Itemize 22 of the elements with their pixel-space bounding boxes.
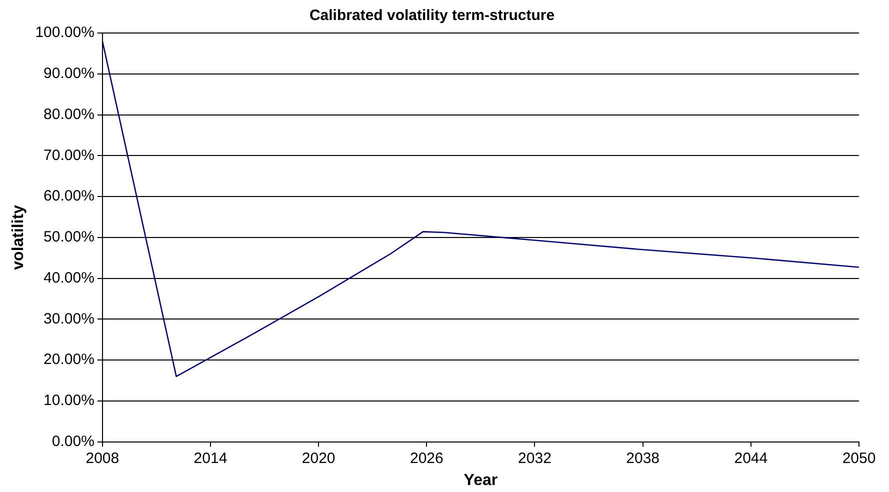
x-tick-label: 2014 [194,450,228,467]
y-tick-label: 80.00% [44,106,94,123]
x-tick-label: 2020 [302,450,336,467]
x-tick-label: 2050 [842,450,876,467]
y-tick-label: 50.00% [44,228,94,246]
y-tick-label: 60.00% [44,188,94,205]
y-tick-label: 90.00% [44,65,94,82]
x-tick-label: 2038 [626,450,660,467]
x-axis-title: Year [464,472,498,489]
y-tick-label: 100.00% [35,24,94,42]
y-tick-label: 20.00% [44,351,94,368]
x-tick-label: 2008 [86,450,120,467]
x-tick-label: 2032 [518,450,552,467]
y-tick-label: 10.00% [44,392,94,410]
y-axis-title: volatility [10,204,28,270]
y-tick-label: 30.00% [44,310,94,328]
y-tick-label: 0.00% [52,432,94,450]
x-tick-label: 2026 [410,450,444,467]
y-tick-label: 70.00% [44,146,94,164]
y-tick-label: 40.00% [44,269,94,286]
chart-title: Calibrated volatility term-structure [309,7,555,24]
x-tick-label: 2044 [734,450,768,467]
